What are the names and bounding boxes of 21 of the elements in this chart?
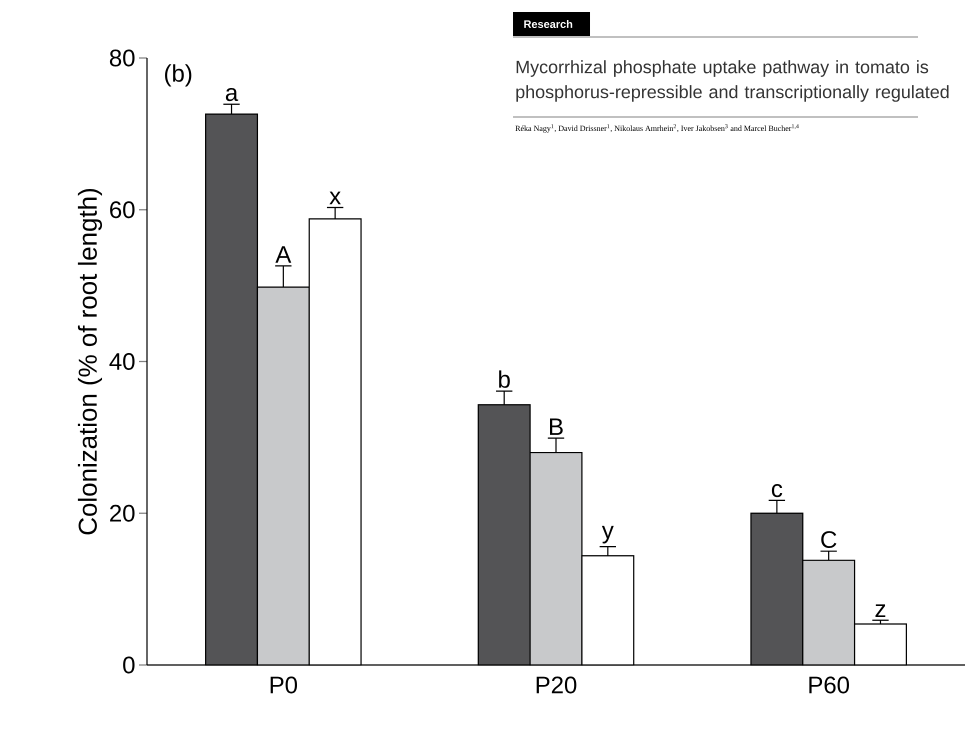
- y-tick-label: 80: [110, 50, 135, 66]
- y-axis-title: Colonization (% of root length): [78, 188, 102, 534]
- data-label: z: [875, 604, 886, 618]
- data-label: C: [821, 531, 836, 548]
- y-tick-label: 20: [110, 504, 135, 522]
- text: Research: [524, 20, 572, 28]
- data-label: x: [329, 192, 341, 204]
- y-tick-label: 40: [109, 353, 135, 370]
- data-label: y: [602, 526, 614, 544]
- data-label: B: [550, 418, 563, 435]
- y-tick-label: 0: [123, 656, 135, 674]
- annotation: (b): [165, 64, 192, 87]
- data-label: a: [226, 88, 238, 102]
- x-tick-label: P60: [809, 676, 850, 694]
- x-tick-label: P20: [536, 676, 576, 694]
- x-tick-label: P0: [270, 676, 298, 694]
- data-label: c: [772, 484, 782, 498]
- annotation: Mycorrhizal phosphate uptake pathway in tomato is phosphorus-repressible and transcriptionally regulated: [516, 60, 949, 102]
- data-label: A: [275, 246, 292, 263]
- data-label: b: [499, 370, 510, 388]
- y-tick-label: 60: [110, 201, 135, 218]
